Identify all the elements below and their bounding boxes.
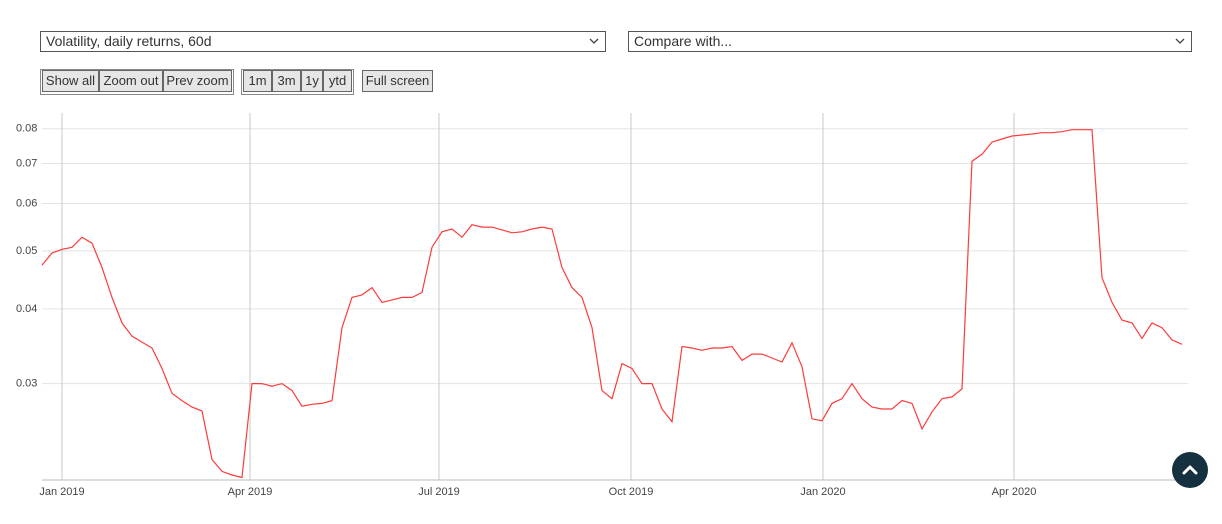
button[interactable]: 3m [272,70,301,92]
x-tick-label: Apr 2019 [228,486,273,498]
x-tick-label: Jan 2019 [39,486,84,498]
chevron [1175,38,1185,44]
line [41,129,1183,479]
select-text: Compare with... [634,33,733,49]
button[interactable]: Full screen [362,70,433,92]
compare-select[interactable]: Compare with... [628,31,1192,52]
y-tick-label: 0.03 [16,377,37,389]
button[interactable]: 1m [243,70,272,92]
range-group [241,69,354,95]
button[interactable]: Show all [42,70,99,92]
select-text: Volatility, daily returns, 60d [46,33,212,49]
button[interactable]: ytd [323,70,352,92]
button[interactable]: 1y [301,70,323,92]
x-tick-label: Oct 2019 [609,486,654,498]
zoom-group [40,69,234,95]
x-tick-label: Jan 2020 [800,486,845,498]
y-tick-label: 0.07 [16,157,37,169]
up-icon [1182,465,1198,475]
y-tick-label: 0.04 [16,303,37,315]
y-tick-label: 0.08 [16,123,37,135]
y-tick-label: 0.06 [16,197,37,209]
series-select[interactable]: Volatility, daily returns, 60d [40,31,606,52]
x-tick-label: Jul 2019 [418,486,460,498]
button[interactable]: Prev zoom [163,70,232,92]
x-tick-label: Apr 2020 [992,486,1037,498]
button[interactable]: Zoom out [99,70,163,92]
chevron [589,38,599,44]
y-tick-label: 0.05 [16,245,37,257]
scroll-top-button[interactable] [1172,452,1208,488]
